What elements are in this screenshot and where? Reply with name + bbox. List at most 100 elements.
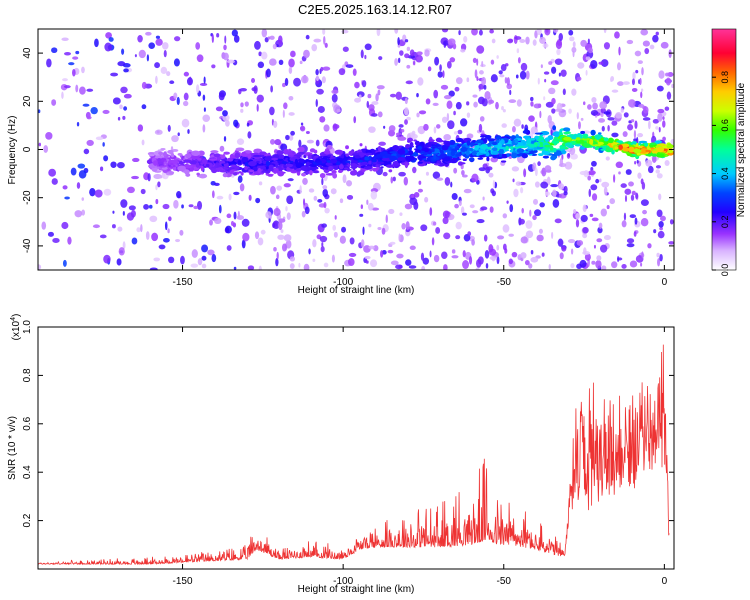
heatmap-speckle	[398, 233, 401, 242]
heatmap-ridge-cell	[537, 153, 544, 157]
heatmap-speckle	[175, 238, 181, 243]
heatmap-ridge-cell	[457, 161, 463, 166]
heatmap-speckle	[78, 170, 87, 179]
heatmap-speckle	[638, 103, 645, 108]
heatmap-speckle	[241, 239, 246, 249]
heatmap-speckle	[519, 70, 527, 80]
heatmap-speckle	[530, 250, 534, 255]
heatmap-speckle	[89, 187, 96, 197]
heatmap-speckle	[275, 194, 280, 200]
heatmap-speckle	[502, 224, 510, 233]
heatmap-speckle	[282, 82, 286, 88]
heatmap-ridge-cell	[159, 165, 167, 168]
heatmap-ridge-cell	[335, 161, 341, 166]
heatmap-ridge-cell	[158, 151, 164, 155]
heatmap-speckle	[126, 186, 135, 194]
heatmap-speckle	[582, 233, 588, 239]
heatmap-speckle	[364, 255, 371, 260]
heatmap-speckle	[255, 197, 261, 204]
heatmap-speckle	[201, 255, 207, 261]
heatmap-ridge-cell	[582, 135, 589, 139]
heatmap-speckle	[576, 240, 584, 246]
heatmap-speckle	[62, 78, 68, 82]
heatmap-ridge-cell	[247, 153, 252, 159]
heatmap-speckle	[657, 258, 661, 267]
heatmap-speckle	[639, 77, 642, 86]
heatmap-speckle	[577, 62, 585, 69]
heatmap-ridge-cell	[195, 162, 200, 168]
snr-y-tick-label: 0.6	[22, 416, 33, 430]
heatmap-speckle	[548, 61, 553, 65]
heatmap-speckle	[117, 116, 121, 121]
heatmap-speckle	[182, 100, 189, 107]
heatmap-speckle	[490, 59, 495, 65]
heatmap-speckle	[454, 86, 460, 92]
heatmap-speckle	[173, 58, 180, 67]
heatmap-speckle	[247, 131, 252, 139]
heatmap-speckle	[634, 161, 637, 165]
heatmap-ridge-cell	[388, 169, 393, 173]
heatmap-speckle	[203, 76, 206, 84]
colorbar-ticks: 0.0 0.2 0.4 0.6 0.8	[712, 71, 730, 276]
heatmap-ridge-cell	[656, 153, 665, 158]
heatmap-speckle	[278, 221, 283, 231]
heatmap-speckle	[633, 231, 637, 237]
heatmap-speckle	[385, 214, 388, 224]
heatmap-speckle	[320, 66, 324, 72]
heatmap-speckle	[390, 176, 394, 184]
heatmap-speckle	[383, 125, 386, 129]
heatmap-speckle	[187, 129, 190, 134]
heatmap-speckle	[441, 251, 448, 260]
heatmap-speckle	[332, 224, 337, 231]
heatmap-speckle	[461, 170, 465, 176]
heatmap-speckle	[562, 88, 566, 96]
heatmap-ridge-cell	[384, 153, 392, 158]
heatmap-x-label: Height of straight line (km)	[298, 285, 415, 296]
heatmap-speckle	[121, 48, 125, 55]
heatmap-speckle	[168, 216, 172, 222]
heatmap-ridge-cell	[154, 155, 163, 159]
heatmap-speckle	[61, 91, 64, 99]
heatmap-speckle	[179, 229, 184, 236]
heatmap-speckle	[611, 89, 619, 93]
heatmap-speckle	[437, 71, 443, 78]
heatmap-speckle	[213, 182, 220, 186]
heatmap-y-tick-label: 40	[22, 47, 33, 59]
heatmap-speckle	[570, 248, 574, 255]
heatmap-ridge-cell	[651, 150, 658, 154]
heatmap-ridge-cell	[267, 168, 274, 172]
heatmap-speckle	[283, 102, 288, 110]
heatmap-speckle	[443, 95, 452, 100]
heatmap-speckle	[285, 206, 288, 212]
heatmap-speckle	[315, 69, 319, 76]
heatmap-speckle	[92, 224, 100, 229]
heatmap-speckle	[228, 193, 232, 201]
heatmap-speckle	[110, 161, 117, 168]
heatmap-speckle	[520, 252, 527, 259]
heatmap-ridge-cell	[563, 136, 572, 141]
heatmap-speckle	[567, 153, 571, 157]
heatmap-speckle	[462, 212, 467, 216]
heatmap-speckle	[455, 77, 463, 85]
heatmap-speckle	[315, 139, 320, 147]
heatmap-ridge-cell	[640, 148, 648, 154]
heatmap-ridge-cell	[654, 140, 663, 144]
heatmap-ridge-cell	[524, 128, 529, 134]
heatmap-speckle	[103, 188, 112, 196]
heatmap-speckle	[516, 99, 522, 107]
heatmap-speckle	[599, 244, 608, 253]
heatmap-speckle	[583, 101, 586, 106]
heatmap-ridge-cell	[216, 156, 222, 161]
heatmap-speckle	[366, 199, 369, 205]
heatmap-ridge-cell	[523, 135, 531, 139]
heatmap-speckle	[519, 39, 526, 44]
heatmap-speckle	[479, 116, 485, 122]
heatmap-ridge-cell	[170, 152, 175, 158]
heatmap-ridge-cell	[229, 170, 234, 175]
heatmap-speckle	[123, 68, 129, 73]
heatmap-speckle	[635, 69, 639, 74]
heatmap-speckle	[451, 255, 459, 259]
heatmap-speckle	[483, 84, 487, 90]
heatmap-speckle	[455, 221, 462, 230]
